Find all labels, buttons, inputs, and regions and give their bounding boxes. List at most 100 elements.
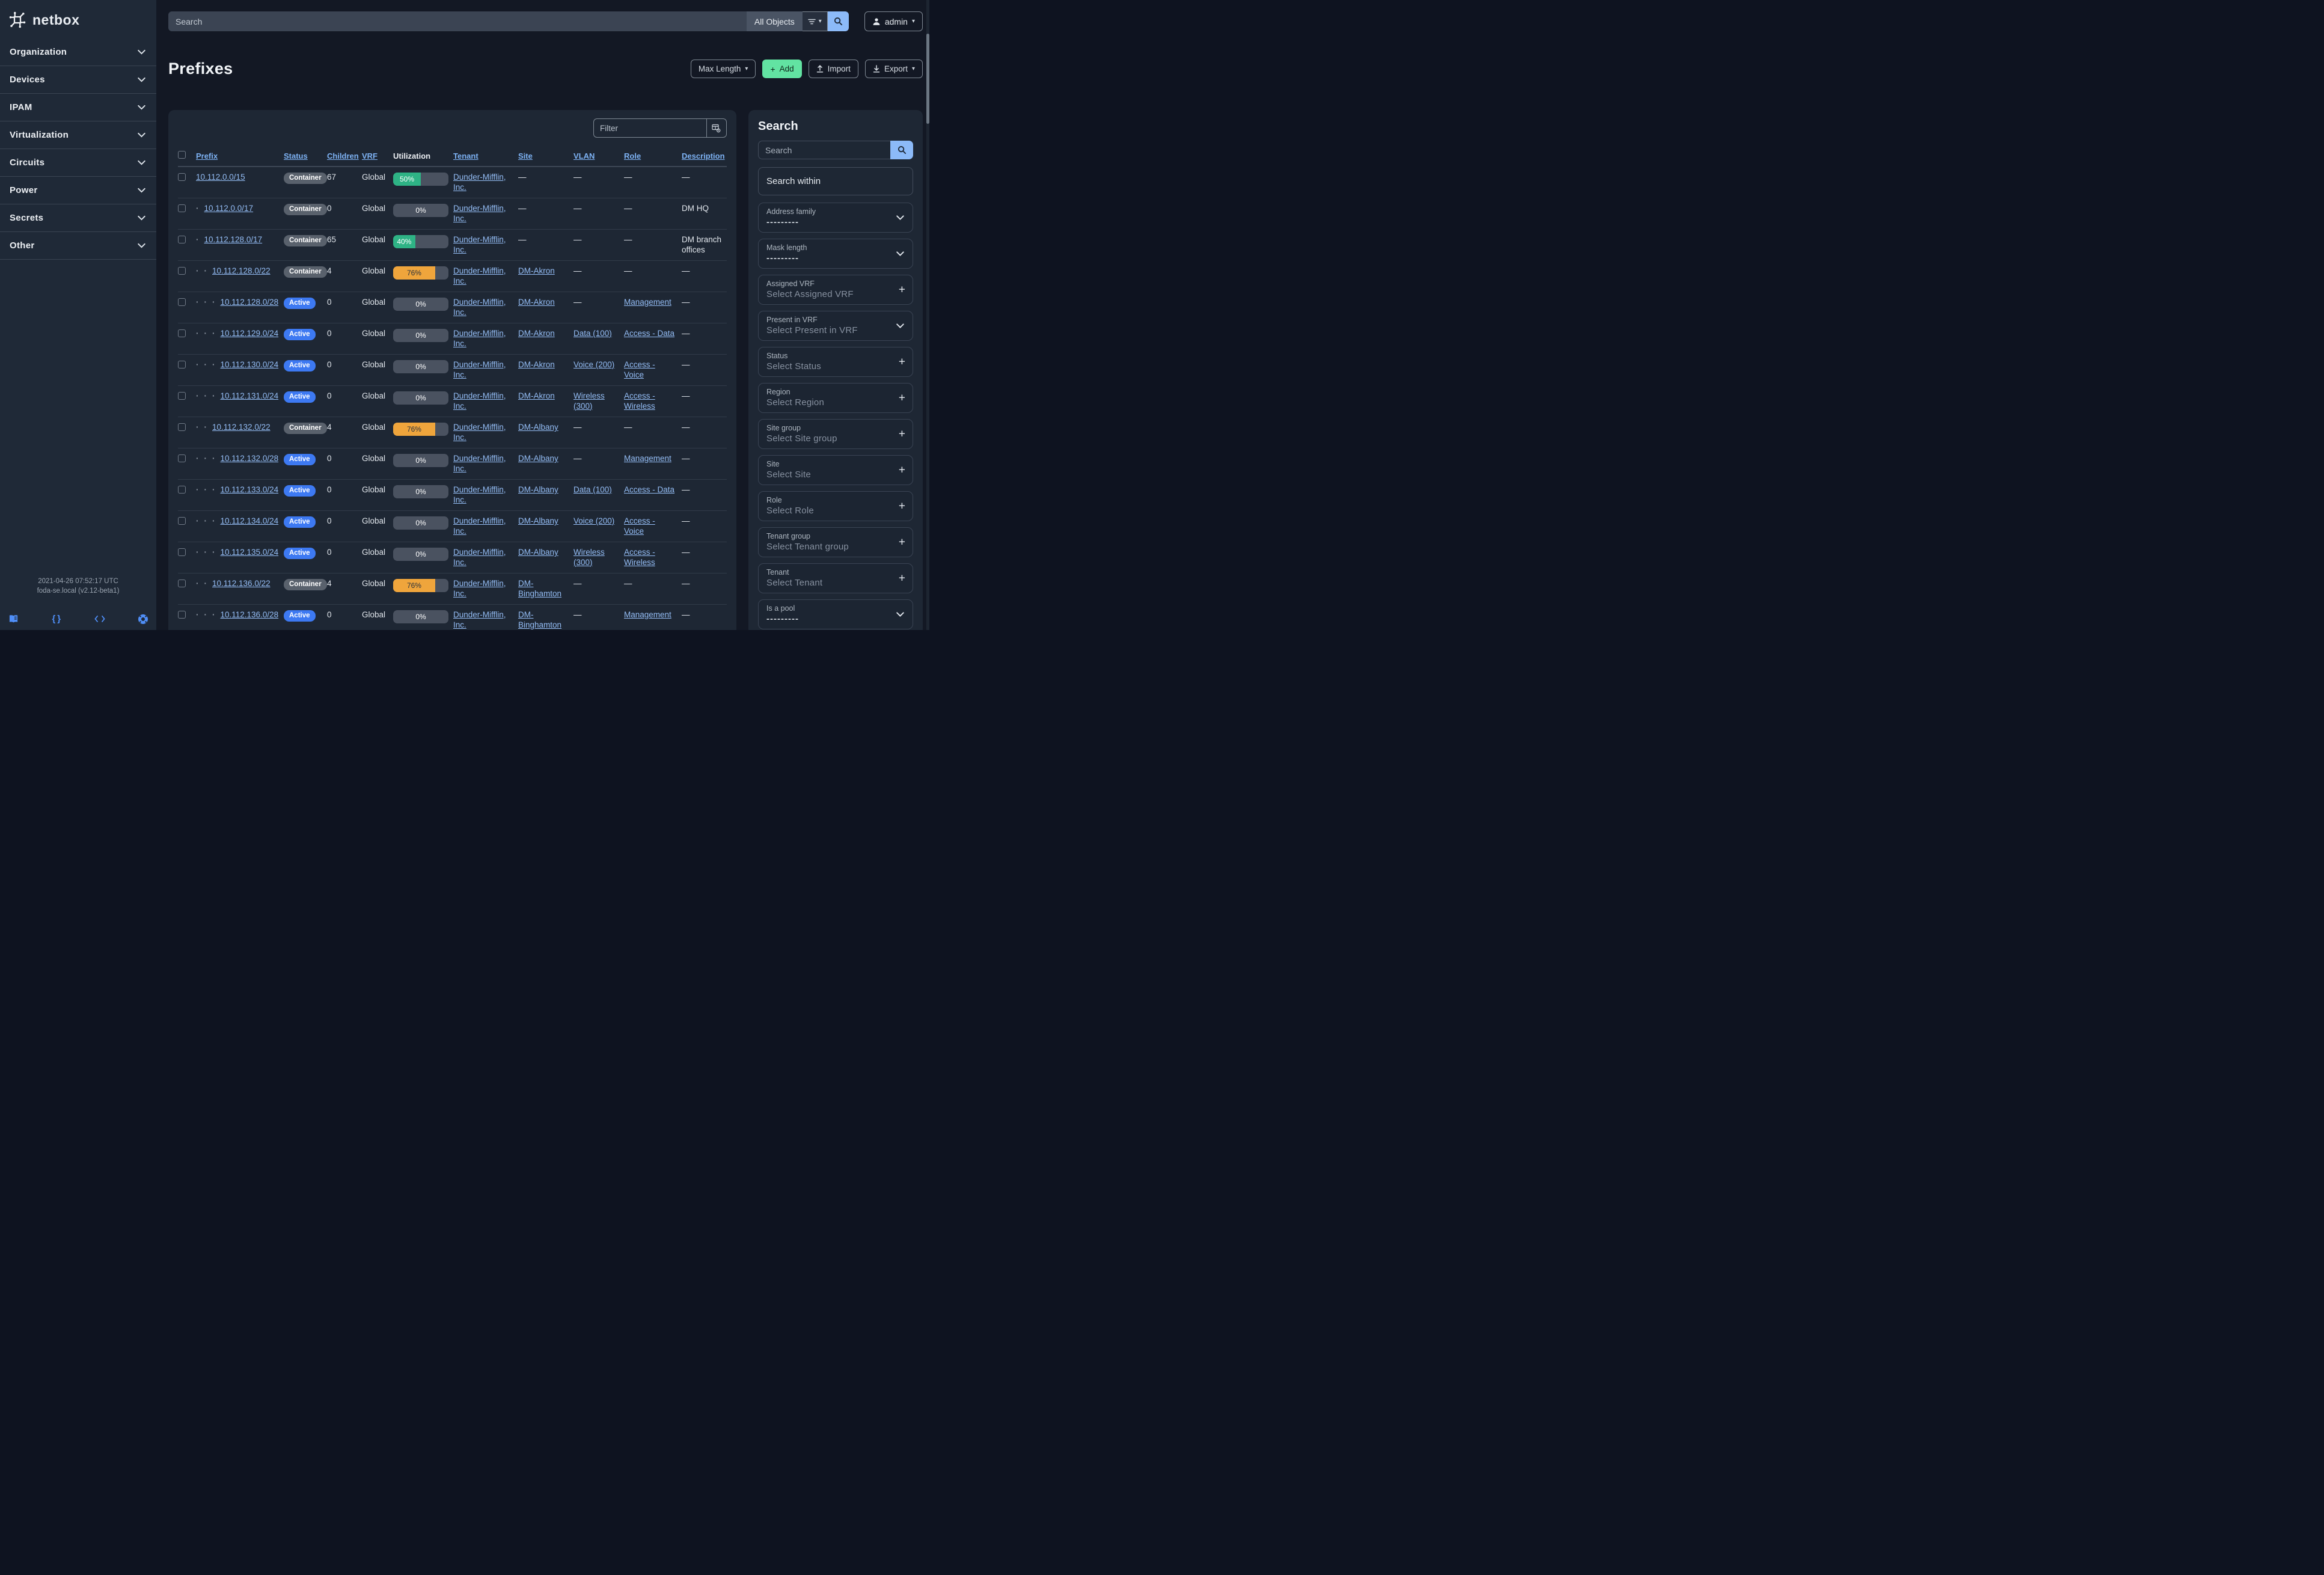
filter-field-is-a-pool[interactable]: Is a pool --------- — [758, 599, 913, 629]
filter-field-role[interactable]: Role Select Role + — [758, 491, 913, 521]
code-icon[interactable] — [94, 614, 105, 624]
tenant-link[interactable]: Dunder-Mifflin, Inc. — [453, 423, 506, 442]
tenant-link[interactable]: Dunder-Mifflin, Inc. — [453, 173, 506, 192]
tenant-link[interactable]: Dunder-Mifflin, Inc. — [453, 485, 506, 504]
tenant-link[interactable]: Dunder-Mifflin, Inc. — [453, 391, 506, 411]
prefix-link[interactable]: 10.112.134.0/24 — [220, 516, 279, 525]
prefix-link[interactable]: 10.112.129.0/24 — [220, 329, 279, 338]
prefix-link[interactable]: 10.112.131.0/24 — [220, 391, 279, 400]
filter-field-site-group[interactable]: Site group Select Site group + — [758, 419, 913, 449]
filter-field-region[interactable]: Region Select Region + — [758, 383, 913, 413]
site-link[interactable]: DM-Albany — [518, 485, 558, 494]
row-checkbox[interactable] — [178, 486, 186, 494]
sidebar-item-other[interactable]: Other — [0, 232, 156, 260]
site-link[interactable]: DM-Akron — [518, 298, 555, 307]
global-search-input[interactable] — [168, 11, 747, 31]
panel-search-button[interactable] — [890, 141, 913, 159]
site-link[interactable]: DM-Binghamton — [518, 610, 562, 629]
panel-search-input[interactable] — [758, 141, 890, 159]
sort-link-children[interactable]: Children — [327, 151, 359, 161]
filter-field-status[interactable]: Status Select Status + — [758, 347, 913, 377]
filter-field-assigned-vrf[interactable]: Assigned VRF Select Assigned VRF + — [758, 275, 913, 305]
tenant-link[interactable]: Dunder-Mifflin, Inc. — [453, 329, 506, 348]
row-checkbox[interactable] — [178, 392, 186, 400]
sort-link-description[interactable]: Description — [682, 151, 725, 161]
site-link[interactable]: DM-Albany — [518, 548, 558, 557]
prefix-link[interactable]: 10.112.133.0/24 — [220, 485, 279, 494]
prefix-link[interactable]: 10.112.0.0/17 — [204, 204, 254, 213]
sort-link-site[interactable]: Site — [518, 151, 533, 161]
role-link[interactable]: Access - Wireless — [624, 391, 655, 411]
column-visibility-button[interactable] — [706, 118, 727, 138]
prefix-link[interactable]: 10.112.128.0/22 — [212, 266, 271, 275]
role-link[interactable]: Access - Voice — [624, 360, 655, 379]
tenant-link[interactable]: Dunder-Mifflin, Inc. — [453, 454, 506, 473]
filter-field-mask-length[interactable]: Mask length --------- — [758, 239, 913, 269]
row-checkbox[interactable] — [178, 329, 186, 337]
table-filter-input[interactable] — [593, 118, 706, 138]
sidebar-item-devices[interactable]: Devices — [0, 66, 156, 94]
row-checkbox[interactable] — [178, 454, 186, 462]
global-search-button[interactable] — [827, 11, 849, 31]
sidebar-item-secrets[interactable]: Secrets — [0, 204, 156, 232]
prefix-link[interactable]: 10.112.135.0/24 — [220, 548, 279, 557]
vlan-link[interactable]: Voice (200) — [573, 360, 615, 369]
row-checkbox[interactable] — [178, 173, 186, 181]
max-length-button[interactable]: Max Length ▾ — [690, 60, 756, 78]
tenant-link[interactable]: Dunder-Mifflin, Inc. — [453, 548, 506, 567]
help-lifebuoy-icon[interactable] — [138, 614, 148, 624]
filter-field-site[interactable]: Site Select Site + — [758, 455, 913, 485]
tenant-link[interactable]: Dunder-Mifflin, Inc. — [453, 610, 506, 629]
filter-field-tenant[interactable]: Tenant Select Tenant + — [758, 563, 913, 593]
tenant-link[interactable]: Dunder-Mifflin, Inc. — [453, 579, 506, 598]
search-filter-dropdown-button[interactable]: ▾ — [802, 11, 828, 31]
brand[interactable]: netbox — [0, 0, 156, 38]
sort-link-role[interactable]: Role — [624, 151, 641, 161]
sidebar-item-power[interactable]: Power — [0, 177, 156, 204]
row-checkbox[interactable] — [178, 611, 186, 619]
sidebar-item-ipam[interactable]: IPAM — [0, 94, 156, 121]
filter-field-tenant-group[interactable]: Tenant group Select Tenant group + — [758, 527, 913, 557]
role-link[interactable]: Management — [624, 298, 671, 307]
sidebar-item-virtualization[interactable]: Virtualization — [0, 121, 156, 149]
tenant-link[interactable]: Dunder-Mifflin, Inc. — [453, 516, 506, 536]
vlan-link[interactable]: Wireless (300) — [573, 391, 605, 411]
row-checkbox[interactable] — [178, 580, 186, 587]
sort-link-vlan[interactable]: VLAN — [573, 151, 595, 161]
site-link[interactable]: DM-Albany — [518, 516, 558, 525]
role-link[interactable]: Access - Data — [624, 329, 675, 338]
row-checkbox[interactable] — [178, 361, 186, 369]
export-button[interactable]: Export ▾ — [864, 60, 923, 78]
role-link[interactable]: Access - Voice — [624, 516, 655, 536]
prefix-link[interactable]: 10.112.128.0/17 — [204, 235, 263, 244]
prefix-link[interactable]: 10.112.136.0/22 — [212, 579, 271, 588]
role-link[interactable]: Management — [624, 610, 671, 619]
sort-link-prefix[interactable]: Prefix — [196, 151, 218, 161]
site-link[interactable]: DM-Albany — [518, 454, 558, 463]
search-within-field[interactable]: Search within — [758, 167, 913, 195]
row-checkbox[interactable] — [178, 267, 186, 275]
row-checkbox[interactable] — [178, 204, 186, 212]
sidebar-item-circuits[interactable]: Circuits — [0, 149, 156, 177]
select-all-checkbox[interactable] — [178, 151, 186, 159]
role-link[interactable]: Management — [624, 454, 671, 463]
row-checkbox[interactable] — [178, 517, 186, 525]
api-braces-icon[interactable]: { } — [52, 614, 61, 624]
scrollbar-track[interactable] — [926, 0, 929, 630]
add-button[interactable]: + Add — [762, 60, 802, 78]
sidebar-item-organization[interactable]: Organization — [0, 38, 156, 66]
vlan-link[interactable]: Data (100) — [573, 485, 612, 494]
filter-field-present-in-vrf[interactable]: Present in VRF Select Present in VRF — [758, 311, 913, 341]
prefix-link[interactable]: 10.112.128.0/28 — [220, 298, 279, 307]
site-link[interactable]: DM-Binghamton — [518, 579, 562, 598]
site-link[interactable]: DM-Akron — [518, 266, 555, 275]
import-button[interactable]: Import — [808, 60, 858, 78]
scrollbar-thumb[interactable] — [926, 34, 929, 124]
tenant-link[interactable]: Dunder-Mifflin, Inc. — [453, 298, 506, 317]
vlan-link[interactable]: Data (100) — [573, 329, 612, 338]
site-link[interactable]: DM-Albany — [518, 423, 558, 432]
row-checkbox[interactable] — [178, 298, 186, 306]
docs-icon[interactable] — [8, 614, 19, 624]
prefix-link[interactable]: 10.112.132.0/22 — [212, 423, 271, 432]
sort-link-vrf[interactable]: VRF — [362, 151, 378, 161]
